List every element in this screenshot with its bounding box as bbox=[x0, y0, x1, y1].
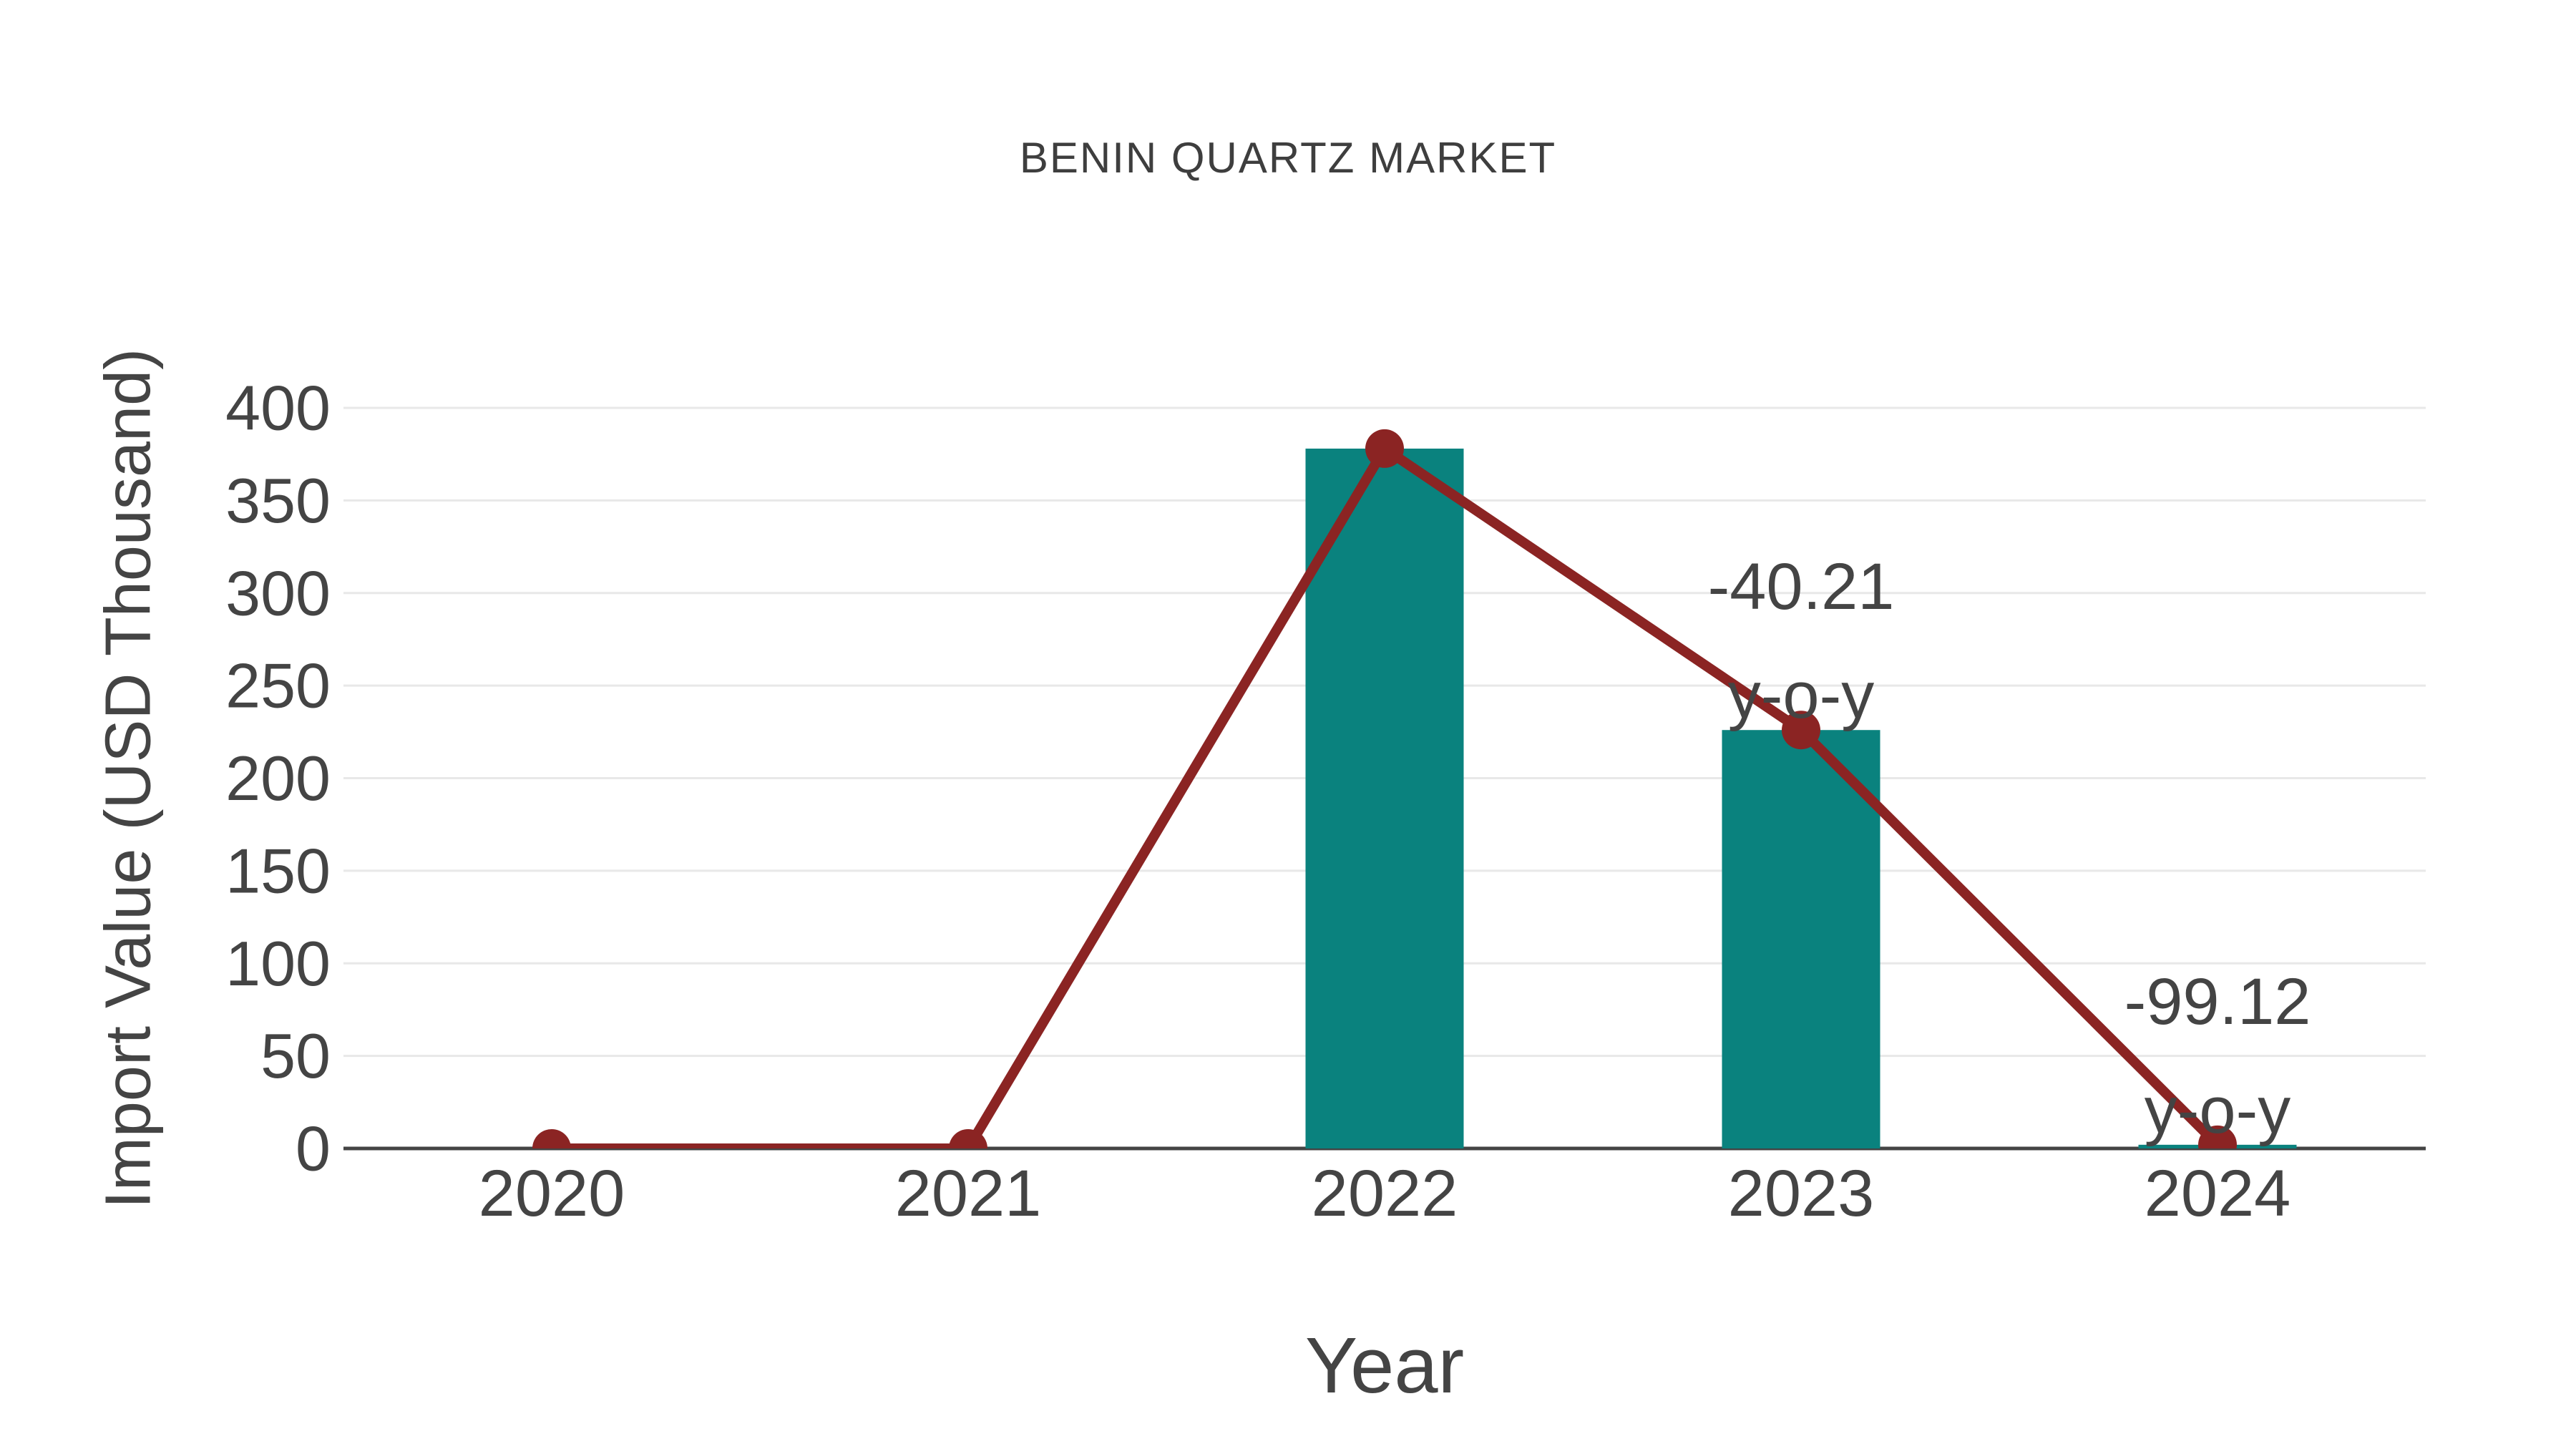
y-axis-title: Import Value (USD Thousand) bbox=[92, 348, 165, 1209]
y-tick-label-150: 150 bbox=[225, 835, 331, 906]
line-series bbox=[532, 429, 2237, 1148]
y-tick-label-100: 100 bbox=[225, 928, 331, 999]
annotation-2024-value: -99.12 bbox=[2124, 965, 2311, 1038]
y-tick-label-250: 250 bbox=[225, 650, 331, 721]
marker-2021 bbox=[949, 1129, 987, 1148]
bar-2022 bbox=[1305, 448, 1464, 1148]
y-tick-label-300: 300 bbox=[225, 557, 331, 628]
y-tick-label-400: 400 bbox=[225, 373, 331, 444]
annotation-2023-unit: y-o-y bbox=[1728, 659, 1874, 732]
marker-2020 bbox=[532, 1129, 571, 1148]
y-tick-label-200: 200 bbox=[225, 743, 331, 814]
bar-2023 bbox=[1722, 730, 1880, 1148]
annotation-2024-unit: y-o-y bbox=[2145, 1074, 2290, 1147]
x-tick-label-2021: 2021 bbox=[895, 1157, 1042, 1230]
marker-2024 bbox=[2198, 1125, 2237, 1148]
y-tick-label-350: 350 bbox=[225, 465, 331, 536]
y-tick-label-50: 50 bbox=[260, 1020, 331, 1091]
x-tick-label-2024: 2024 bbox=[2145, 1157, 2291, 1230]
chart-title: BENIN QUARTZ MARKET bbox=[1019, 134, 1557, 182]
marker-2023 bbox=[1782, 711, 1820, 750]
x-tick-label-2022: 2022 bbox=[1312, 1157, 1458, 1230]
marker-2022 bbox=[1365, 429, 1404, 468]
x-tick-label-2020: 2020 bbox=[479, 1157, 625, 1230]
annotation-2023-value: -40.21 bbox=[1708, 550, 1895, 623]
y-tick-label-0: 0 bbox=[296, 1113, 331, 1184]
x-tick-label-2023: 2023 bbox=[1728, 1157, 1875, 1230]
x-axis-title: Year bbox=[1304, 1322, 1465, 1410]
